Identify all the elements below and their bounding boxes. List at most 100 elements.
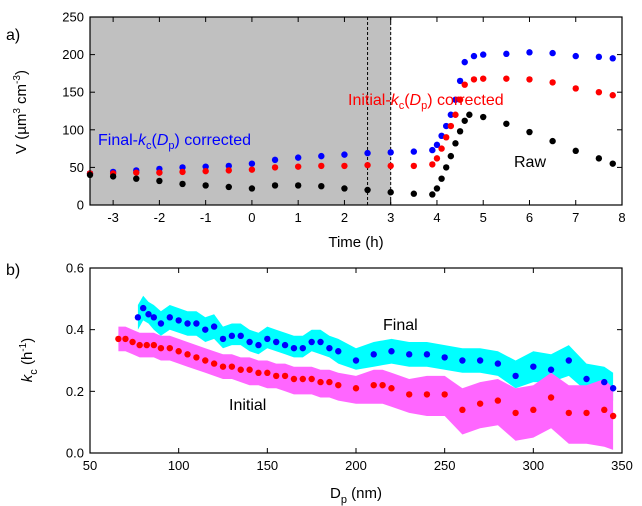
- point-final-16: [264, 335, 271, 343]
- b-ytick-label: 0.0: [66, 446, 84, 461]
- point-initial-24: [480, 75, 487, 82]
- initial-corrected-label: Initial-kc(Dp) corrected: [348, 92, 504, 112]
- point-final-29: [423, 351, 431, 358]
- point-initial-19: [447, 122, 455, 130]
- point-initial-18: [264, 369, 271, 377]
- b-xtick-label: 100: [168, 458, 190, 473]
- point-raw-26: [526, 128, 533, 136]
- point-initial-4: [143, 341, 150, 349]
- point-final-14: [246, 338, 253, 346]
- point-initial-39: [547, 394, 555, 401]
- pretreatment-shaded-region: [90, 17, 391, 205]
- point-initial-13: [387, 162, 394, 170]
- point-final-8: [193, 320, 200, 327]
- point-final-25: [352, 357, 360, 364]
- panel-b-y-axis-title: kc (h-1): [18, 338, 40, 382]
- point-final-38: [583, 375, 590, 383]
- b-xtick-label: 50: [83, 458, 97, 473]
- a-xtick-label: 7: [572, 210, 579, 225]
- point-initial-13: [219, 363, 227, 370]
- point-initial-36: [494, 397, 502, 404]
- point-final-13: [387, 149, 394, 156]
- a-xtick-label: 2: [341, 210, 348, 225]
- point-initial-8: [271, 164, 279, 171]
- point-final-5: [166, 314, 173, 321]
- point-final-14: [410, 148, 418, 155]
- b-ytick-label: 0.2: [66, 384, 84, 399]
- a-ytick-label: 200: [62, 47, 84, 62]
- point-final-27: [388, 348, 395, 355]
- point-final-0: [134, 314, 142, 321]
- point-raw-25: [503, 120, 510, 127]
- point-raw-24: [480, 113, 487, 121]
- a-ytick-label: 50: [70, 160, 84, 175]
- point-final-34: [512, 372, 519, 380]
- point-final-24: [335, 348, 342, 355]
- b-xtick-label: 200: [345, 458, 367, 473]
- point-initial-23: [308, 375, 315, 383]
- point-raw-2: [133, 175, 140, 182]
- point-final-6: [225, 162, 232, 170]
- point-initial-20: [281, 372, 289, 380]
- point-final-32: [476, 357, 484, 364]
- point-raw-3: [156, 177, 163, 185]
- point-final-28: [572, 52, 579, 60]
- point-initial-28: [572, 85, 579, 92]
- point-initial-12: [364, 161, 371, 169]
- point-initial-17: [438, 145, 445, 152]
- b-ytick-label: 0.6: [66, 261, 84, 276]
- point-final-8: [271, 156, 279, 164]
- point-final-19: [290, 344, 298, 352]
- point-final-21: [308, 338, 315, 346]
- point-final-12: [228, 332, 236, 340]
- point-initial-29: [379, 381, 386, 389]
- point-initial-12: [210, 360, 218, 367]
- point-initial-3: [156, 169, 163, 176]
- panel-b-x-axis-title: Dp (nm): [330, 485, 382, 506]
- point-initial-43: [609, 412, 617, 420]
- panel-a-ticks: -3 -2 -1 0 1 2 3 4 5 6 7 8 0 50 100 150 200 250: [62, 10, 625, 226]
- point-initial-23: [470, 76, 478, 83]
- point-raw-28: [572, 147, 579, 155]
- point-initial-4: [179, 168, 186, 176]
- point-initial-16: [246, 366, 253, 373]
- point-raw-15: [429, 191, 436, 198]
- point-initial-7: [248, 166, 256, 173]
- point-initial-6: [225, 167, 232, 174]
- kc-series: [115, 304, 617, 420]
- point-initial-20: [452, 111, 459, 118]
- point-final-33: [494, 360, 502, 367]
- point-final-30: [441, 354, 448, 361]
- point-initial-9: [184, 351, 191, 358]
- band-initial: [118, 326, 614, 450]
- reference-lines: [367, 17, 392, 205]
- point-final-27: [549, 49, 556, 57]
- point-raw-19: [447, 152, 455, 160]
- point-raw-22: [461, 117, 468, 124]
- point-final-35: [530, 363, 537, 370]
- point-initial-34: [459, 406, 466, 414]
- point-raw-13: [387, 189, 394, 196]
- point-initial-0: [115, 335, 122, 343]
- b-xtick-label: 150: [256, 458, 278, 473]
- point-initial-24: [317, 378, 324, 386]
- point-initial-32: [423, 391, 431, 398]
- panel-a-x-axis-title: Time (h): [328, 234, 383, 251]
- volume-series: [86, 49, 616, 198]
- point-initial-11: [202, 357, 209, 364]
- a-xtick-label: 0: [248, 210, 255, 225]
- point-initial-26: [526, 76, 533, 83]
- point-raw-1: [109, 173, 117, 180]
- a-ytick-label: 0: [77, 198, 84, 213]
- a-xtick-label: 6: [526, 210, 533, 225]
- a-xtick-label: -1: [200, 210, 212, 225]
- point-initial-30: [388, 385, 395, 392]
- panel-a-y-axis-title: V (µm3 cm-3): [12, 70, 30, 154]
- point-final-15: [255, 341, 262, 349]
- point-raw-12: [364, 186, 371, 194]
- point-final-25: [503, 50, 510, 58]
- point-final-18: [443, 122, 450, 130]
- point-raw-20: [452, 140, 459, 147]
- point-final-37: [565, 357, 572, 364]
